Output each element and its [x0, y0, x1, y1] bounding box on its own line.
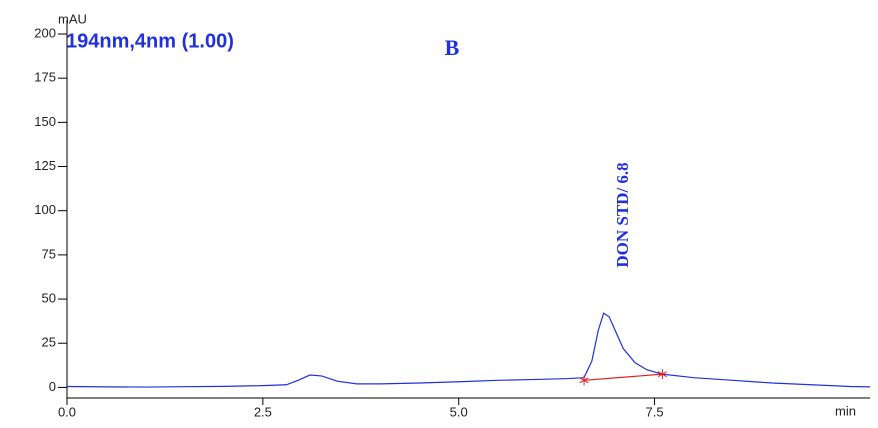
y-tick-label: 0 — [49, 379, 56, 394]
y-tick-label: 150 — [34, 114, 56, 129]
x-tick-label: 0.0 — [58, 404, 76, 419]
y-axis-label: mAU — [58, 11, 87, 26]
integration-marker — [579, 375, 589, 386]
chart-title: 194nm,4nm (1.00) — [66, 30, 234, 52]
x-axis-label: min — [835, 403, 856, 418]
y-tick-label: 125 — [34, 158, 56, 173]
y-tick-label: 75 — [42, 246, 56, 261]
x-tick-label: 7.5 — [646, 404, 664, 419]
peak-annotation: DON STD/ 6.8 — [613, 162, 632, 267]
panel-label: B — [445, 35, 460, 60]
y-tick-label: 200 — [34, 25, 56, 40]
y-tick-label: 100 — [34, 202, 56, 217]
x-tick-label: 2.5 — [254, 404, 272, 419]
integration-baseline — [584, 373, 663, 381]
y-tick-label: 25 — [42, 335, 56, 350]
y-tick-label: 175 — [34, 70, 56, 85]
integration-marker — [657, 369, 667, 380]
chromatogram-line — [66, 312, 871, 388]
y-tick-label: 50 — [42, 290, 56, 305]
x-tick-label: 5.0 — [450, 404, 468, 419]
